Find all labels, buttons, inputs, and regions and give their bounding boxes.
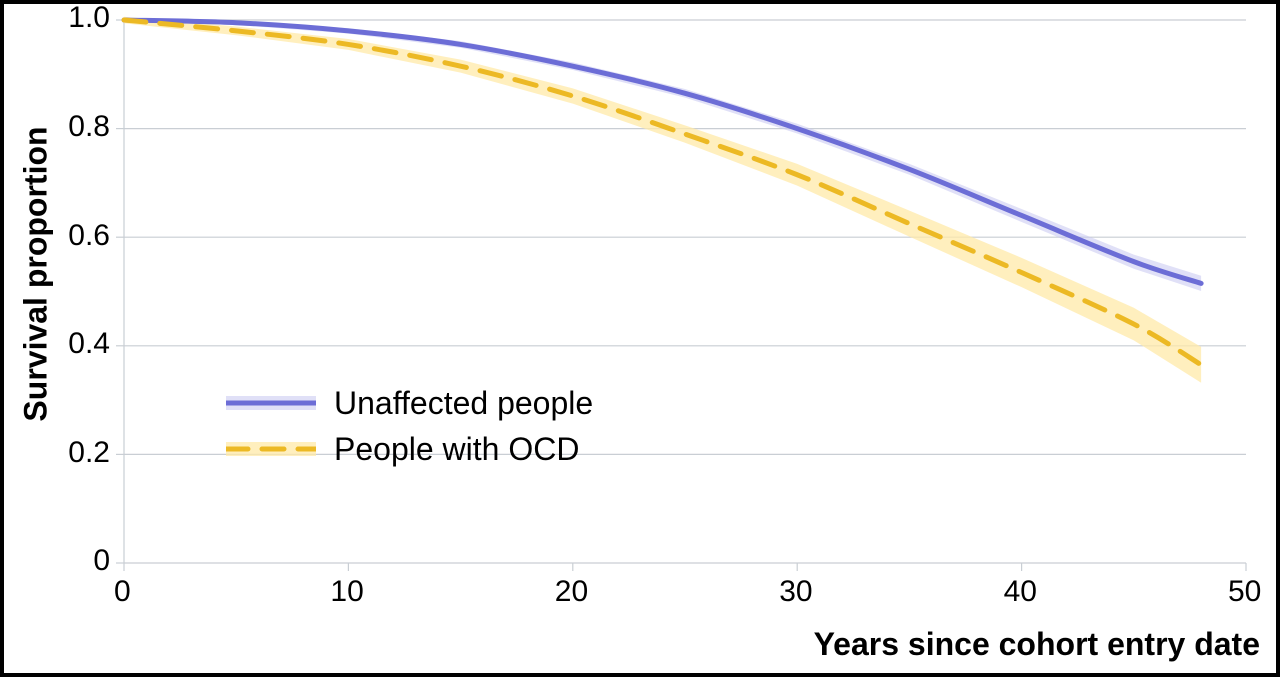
y-tick-label: 0.4 — [68, 327, 110, 361]
legend-item: People with OCD — [226, 426, 593, 472]
chart-frame: Survival proportion Years since cohort e… — [0, 0, 1280, 677]
unaffected-line — [124, 20, 1201, 283]
survival-chart — [4, 4, 1276, 673]
x-tick-label: 10 — [330, 575, 363, 609]
legend-item: Unaffected people — [226, 380, 593, 426]
y-tick-label: 0.6 — [68, 219, 110, 253]
y-tick-label: 0.8 — [68, 110, 110, 144]
x-tick-label: 40 — [1004, 575, 1037, 609]
unaffected-legend-swatch — [226, 388, 316, 418]
ocd-band — [124, 17, 1201, 383]
ocd-line — [124, 20, 1201, 365]
legend: Unaffected people People with OCD — [226, 380, 593, 472]
y-tick-label: 0.2 — [68, 436, 110, 470]
legend-label: People with OCD — [334, 431, 579, 468]
unaffected-band — [124, 18, 1201, 291]
x-tick-label: 20 — [555, 575, 588, 609]
x-tick-label: 50 — [1228, 575, 1261, 609]
x-tick-label: 30 — [779, 575, 812, 609]
ocd-legend-swatch — [226, 434, 316, 464]
x-tick-label: 0 — [114, 575, 131, 609]
y-tick-label: 1.0 — [68, 1, 110, 35]
legend-label: Unaffected people — [334, 385, 593, 422]
y-tick-label: 0 — [93, 544, 110, 578]
